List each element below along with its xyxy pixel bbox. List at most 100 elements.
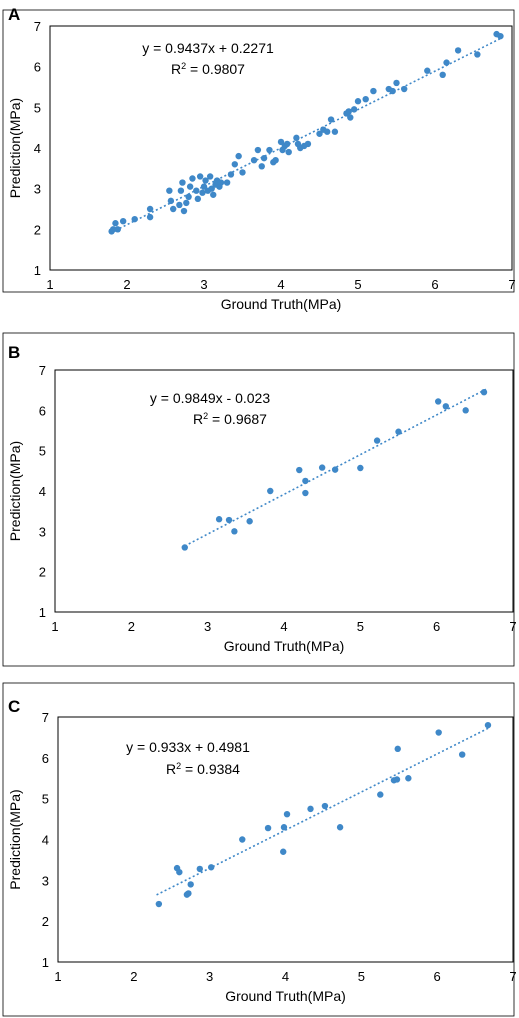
- plot-area-border: [54, 369, 514, 613]
- data-point: [296, 466, 303, 474]
- data-point: [196, 865, 204, 873]
- data-point: [112, 220, 119, 227]
- chart-frame: [2, 332, 515, 667]
- data-point: [217, 179, 225, 186]
- data-point: [377, 791, 384, 798]
- x-tick-label: 7: [509, 619, 516, 634]
- regression-equation: y = 0.933x + 0.4981: [126, 739, 250, 755]
- y-tick-label: 6: [42, 751, 49, 766]
- data-point: [394, 745, 401, 753]
- x-tick-label: 1: [54, 969, 61, 984]
- panel-a: A 1 2 3 4 5 6 7 1 2 3 4 5 6 7 Ground Truth(MPa) Predicti…: [2, 5, 516, 312]
- data-point: [176, 201, 183, 209]
- regression-equation: y = 0.9437x + 0.2271: [142, 40, 274, 56]
- data-point: [215, 516, 223, 523]
- data-point: [186, 183, 194, 190]
- data-point: [272, 157, 279, 164]
- panel-label: A: [8, 5, 20, 24]
- data-point: [235, 152, 242, 160]
- data-point: [389, 87, 396, 95]
- y-tick-label: 7: [42, 710, 49, 725]
- x-tick-label: 5: [354, 277, 361, 292]
- data-point: [231, 161, 238, 168]
- data-point: [202, 177, 209, 184]
- y-tick-label: 4: [39, 484, 46, 499]
- data-point: [443, 59, 450, 66]
- data-point: [277, 138, 285, 146]
- y-tick-label: 4: [34, 141, 41, 156]
- data-point: [302, 477, 309, 485]
- y-tick-label: 7: [34, 19, 41, 34]
- data-point: [357, 464, 364, 472]
- y-tick-label: 3: [34, 182, 41, 197]
- r-squared-label: R2 = 0.9384: [166, 761, 240, 777]
- data-point: [484, 721, 492, 729]
- data-point: [497, 32, 504, 40]
- x-axis-title: Ground Truth(MPa): [225, 988, 346, 1004]
- data-point: [362, 96, 369, 103]
- y-tick-label: 7: [39, 363, 46, 378]
- data-point: [458, 751, 466, 758]
- data-point: [177, 187, 185, 194]
- r-squared-value: 0.9384: [197, 761, 240, 777]
- y-axis-title: Prediction(MPa): [7, 441, 23, 541]
- data-point: [227, 171, 235, 178]
- data-point: [109, 226, 117, 233]
- data-point: [393, 776, 401, 783]
- data-point: [345, 108, 352, 115]
- r-squared-value: 0.9807: [202, 61, 245, 77]
- x-tick-label: 3: [206, 969, 213, 984]
- y-tick-label: 4: [42, 833, 49, 848]
- data-point: [266, 146, 273, 154]
- data-point: [181, 544, 188, 551]
- y-tick-label: 3: [42, 873, 49, 888]
- data-point: [331, 128, 339, 135]
- data-point: [210, 191, 217, 198]
- data-point: [318, 464, 326, 471]
- panel-c: C 1 2 3 4 5 6 7 1 2 3 4 5 6 7 Ground Truth(MPa) Predicti…: [2, 682, 517, 1017]
- x-tick-label: 2: [128, 619, 135, 634]
- data-point: [267, 487, 274, 495]
- data-point: [316, 130, 323, 137]
- data-point: [331, 466, 339, 473]
- data-point: [239, 836, 246, 843]
- data-point: [187, 881, 194, 888]
- data-point: [434, 398, 442, 405]
- r-squared-value: 0.9687: [224, 411, 267, 427]
- data-point: [185, 193, 192, 200]
- data-point: [264, 824, 272, 832]
- chart-frame: [2, 682, 515, 1017]
- x-tick-label: 4: [277, 277, 284, 292]
- data-point: [435, 729, 442, 736]
- data-point: [283, 810, 291, 818]
- x-tick-label: 3: [204, 619, 211, 634]
- data-point: [347, 114, 354, 121]
- x-tick-label: 2: [130, 969, 137, 984]
- y-tick-label: 5: [39, 444, 46, 459]
- x-axis-title: Ground Truth(MPa): [224, 638, 345, 654]
- x-tick-label: 1: [46, 277, 53, 292]
- data-point: [250, 157, 258, 164]
- y-tick-label: 2: [42, 914, 49, 929]
- y-tick-label: 3: [39, 524, 46, 539]
- plot-area-border: [49, 25, 513, 271]
- y-tick-label: 1: [34, 263, 41, 278]
- x-tick-label: 2: [123, 277, 130, 292]
- y-tick-label: 1: [39, 605, 46, 620]
- x-tick-label: 5: [357, 619, 364, 634]
- data-point: [350, 106, 358, 113]
- data-point: [208, 185, 215, 192]
- data-point: [280, 848, 287, 855]
- x-tick-label: 5: [358, 969, 365, 984]
- data-point: [260, 154, 268, 162]
- data-point: [480, 388, 488, 396]
- x-axis-title: Ground Truth(MPa): [221, 296, 342, 312]
- panel-b: B 1 2 3 4 5 6 7 1 2 3 4 5 6 7 Ground Truth(MPa) Predicti…: [2, 332, 517, 667]
- data-point: [424, 67, 431, 74]
- data-point: [119, 218, 127, 225]
- regression-equation: y = 0.9849x - 0.023: [150, 390, 270, 406]
- data-point: [146, 213, 154, 221]
- y-axis-title: Prediction(MPa): [7, 789, 23, 889]
- data-point: [176, 868, 183, 876]
